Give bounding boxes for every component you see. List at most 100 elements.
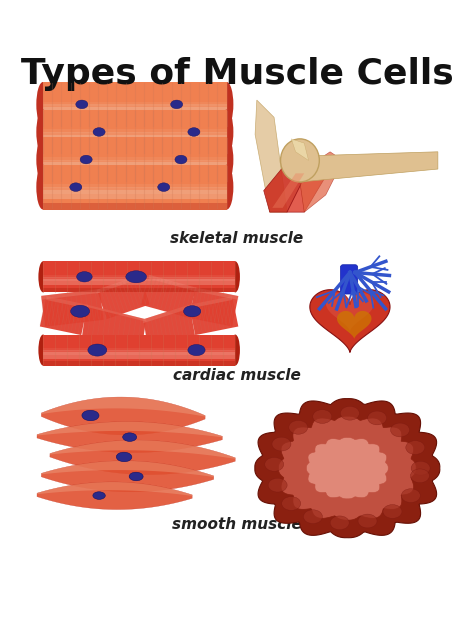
Polygon shape — [41, 461, 214, 477]
Ellipse shape — [282, 496, 301, 510]
FancyBboxPatch shape — [43, 277, 235, 282]
Ellipse shape — [38, 261, 48, 292]
Polygon shape — [41, 461, 214, 492]
Ellipse shape — [281, 139, 319, 182]
FancyBboxPatch shape — [43, 361, 235, 366]
Polygon shape — [50, 440, 235, 459]
Polygon shape — [143, 305, 195, 337]
Ellipse shape — [272, 437, 291, 451]
Ellipse shape — [391, 423, 410, 437]
FancyBboxPatch shape — [340, 265, 358, 294]
Polygon shape — [307, 438, 388, 499]
Polygon shape — [87, 304, 146, 322]
Text: cardiac muscle: cardiac muscle — [173, 369, 301, 384]
FancyBboxPatch shape — [43, 175, 227, 182]
Ellipse shape — [220, 137, 233, 182]
FancyBboxPatch shape — [43, 105, 227, 111]
Polygon shape — [143, 305, 190, 323]
Polygon shape — [97, 275, 140, 294]
Ellipse shape — [289, 421, 308, 434]
Polygon shape — [287, 160, 330, 212]
Polygon shape — [41, 289, 100, 300]
Ellipse shape — [188, 128, 200, 136]
Ellipse shape — [410, 469, 429, 483]
Ellipse shape — [77, 272, 92, 282]
FancyBboxPatch shape — [43, 135, 227, 145]
FancyBboxPatch shape — [43, 162, 227, 172]
Ellipse shape — [80, 155, 92, 164]
Ellipse shape — [401, 489, 420, 503]
FancyBboxPatch shape — [43, 203, 227, 210]
FancyBboxPatch shape — [43, 352, 235, 359]
Ellipse shape — [303, 510, 322, 523]
FancyBboxPatch shape — [43, 82, 227, 127]
Polygon shape — [50, 440, 235, 475]
Polygon shape — [310, 290, 390, 352]
Polygon shape — [149, 275, 196, 292]
Polygon shape — [292, 139, 309, 160]
FancyBboxPatch shape — [43, 120, 227, 127]
Text: skeletal muscle: skeletal muscle — [170, 230, 304, 245]
Ellipse shape — [123, 433, 137, 441]
Polygon shape — [255, 100, 287, 212]
Ellipse shape — [82, 410, 99, 421]
Polygon shape — [326, 293, 374, 331]
Ellipse shape — [231, 261, 240, 292]
FancyBboxPatch shape — [43, 137, 227, 182]
FancyBboxPatch shape — [43, 261, 235, 292]
Ellipse shape — [330, 516, 349, 530]
FancyBboxPatch shape — [43, 165, 227, 210]
Ellipse shape — [36, 137, 50, 182]
Ellipse shape — [358, 514, 377, 528]
FancyBboxPatch shape — [43, 350, 235, 355]
Polygon shape — [255, 399, 440, 538]
Polygon shape — [337, 311, 372, 339]
Ellipse shape — [265, 458, 284, 471]
FancyBboxPatch shape — [43, 132, 227, 139]
FancyBboxPatch shape — [43, 190, 227, 200]
FancyBboxPatch shape — [43, 110, 227, 155]
Text: smooth muscle: smooth muscle — [172, 516, 302, 531]
FancyBboxPatch shape — [43, 348, 235, 351]
FancyBboxPatch shape — [43, 101, 227, 106]
Ellipse shape — [88, 344, 107, 356]
Polygon shape — [41, 397, 205, 417]
Ellipse shape — [129, 472, 143, 481]
Ellipse shape — [313, 409, 332, 423]
Ellipse shape — [188, 344, 205, 356]
Polygon shape — [82, 304, 146, 338]
FancyBboxPatch shape — [43, 129, 227, 133]
FancyBboxPatch shape — [43, 184, 227, 188]
Ellipse shape — [175, 155, 187, 164]
Ellipse shape — [220, 110, 233, 155]
FancyBboxPatch shape — [43, 156, 227, 161]
Ellipse shape — [220, 82, 233, 127]
Polygon shape — [37, 421, 222, 453]
FancyBboxPatch shape — [43, 334, 235, 366]
Ellipse shape — [158, 183, 170, 192]
Ellipse shape — [116, 452, 132, 462]
Polygon shape — [41, 397, 205, 435]
Ellipse shape — [383, 505, 402, 518]
Ellipse shape — [36, 165, 50, 210]
Ellipse shape — [268, 478, 287, 492]
Polygon shape — [97, 275, 150, 319]
Polygon shape — [37, 421, 222, 438]
Polygon shape — [41, 289, 103, 327]
Ellipse shape — [126, 271, 146, 283]
Ellipse shape — [93, 128, 105, 136]
Ellipse shape — [411, 461, 430, 475]
Ellipse shape — [368, 411, 387, 425]
Polygon shape — [264, 151, 313, 212]
Ellipse shape — [36, 110, 50, 155]
Ellipse shape — [76, 100, 88, 109]
Text: Types of Muscle Cells: Types of Muscle Cells — [21, 57, 453, 91]
Polygon shape — [279, 416, 416, 520]
Ellipse shape — [220, 165, 233, 210]
Ellipse shape — [171, 100, 182, 109]
FancyBboxPatch shape — [43, 107, 227, 116]
Polygon shape — [189, 296, 238, 335]
Polygon shape — [300, 151, 438, 182]
Ellipse shape — [38, 334, 48, 366]
Ellipse shape — [93, 492, 105, 500]
